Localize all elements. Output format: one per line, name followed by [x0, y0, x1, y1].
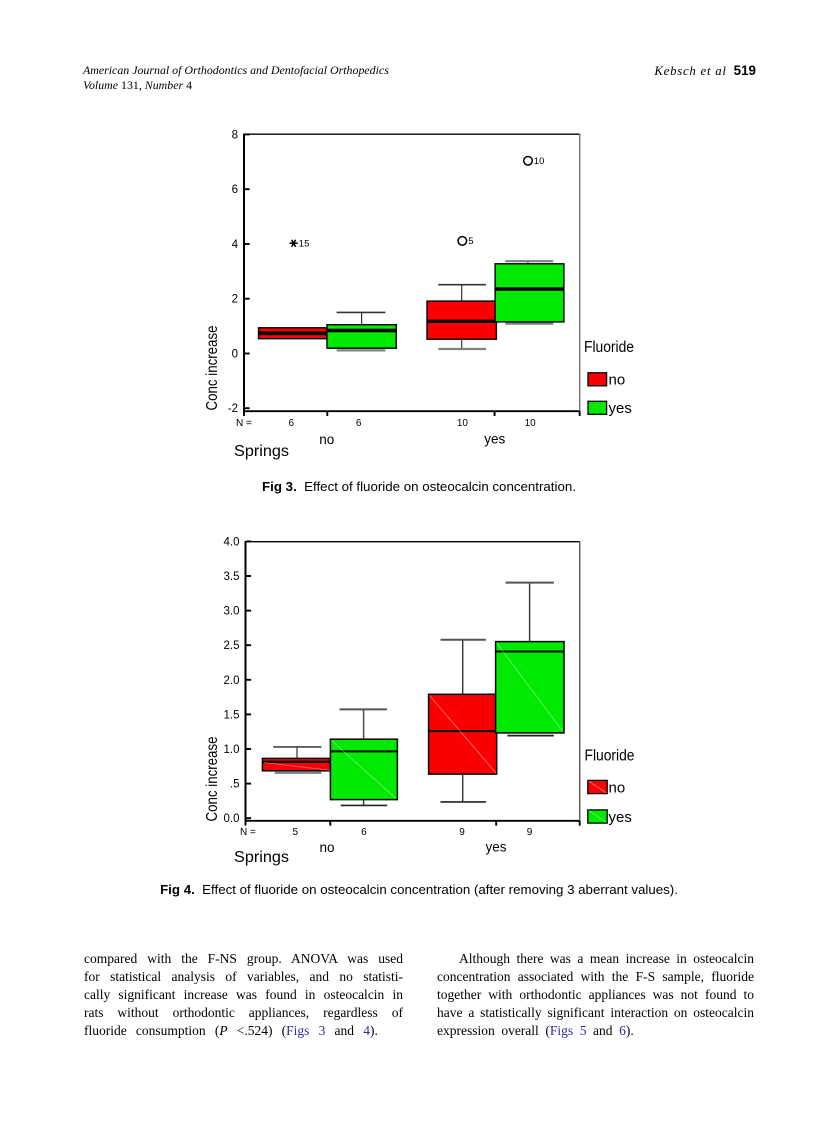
svg-text:4: 4	[232, 239, 239, 251]
svg-text:Springs: Springs	[234, 443, 289, 460]
svg-text:no: no	[319, 840, 334, 855]
svg-text:3.0: 3.0	[224, 606, 240, 618]
svg-text:N =: N =	[240, 827, 256, 838]
svg-text:no: no	[609, 779, 626, 796]
svg-text:0: 0	[232, 349, 238, 361]
svg-text:yes: yes	[484, 431, 505, 446]
svg-text:10: 10	[457, 418, 469, 429]
svg-text:4.0: 4.0	[224, 536, 240, 548]
svg-text:yes: yes	[485, 840, 506, 855]
svg-text:3.5: 3.5	[224, 571, 240, 583]
svg-text:no: no	[319, 432, 334, 447]
svg-text:9: 9	[527, 827, 533, 838]
svg-text:1.0: 1.0	[224, 744, 240, 756]
svg-text:10: 10	[534, 156, 545, 167]
svg-text:-2: -2	[228, 403, 238, 415]
svg-text:Fluoride: Fluoride	[585, 748, 635, 765]
svg-text:5: 5	[293, 827, 299, 838]
svg-text:0.0: 0.0	[224, 813, 240, 825]
svg-text:N =: N =	[236, 418, 252, 429]
svg-text:2: 2	[232, 294, 238, 306]
svg-text:15: 15	[299, 238, 310, 249]
svg-text:10: 10	[525, 418, 537, 429]
svg-text:6: 6	[232, 184, 238, 196]
svg-text:.5: .5	[230, 779, 240, 791]
svg-text:Conc increase: Conc increase	[204, 737, 221, 822]
svg-text:6: 6	[289, 418, 295, 429]
svg-text:2.0: 2.0	[224, 675, 240, 687]
svg-text:6: 6	[356, 418, 362, 429]
svg-text:1.5: 1.5	[224, 709, 240, 721]
svg-text:6: 6	[361, 827, 367, 838]
svg-text:5: 5	[468, 236, 473, 247]
svg-text:8: 8	[232, 129, 238, 141]
svg-text:Fluoride: Fluoride	[584, 339, 634, 356]
svg-text:Conc increase: Conc increase	[204, 326, 221, 411]
svg-text:yes: yes	[609, 809, 632, 826]
svg-text:yes: yes	[609, 400, 632, 417]
svg-text:Springs: Springs	[234, 849, 289, 866]
svg-text:2.5: 2.5	[224, 640, 240, 652]
svg-text:9: 9	[459, 827, 465, 838]
svg-text:no: no	[609, 371, 626, 388]
